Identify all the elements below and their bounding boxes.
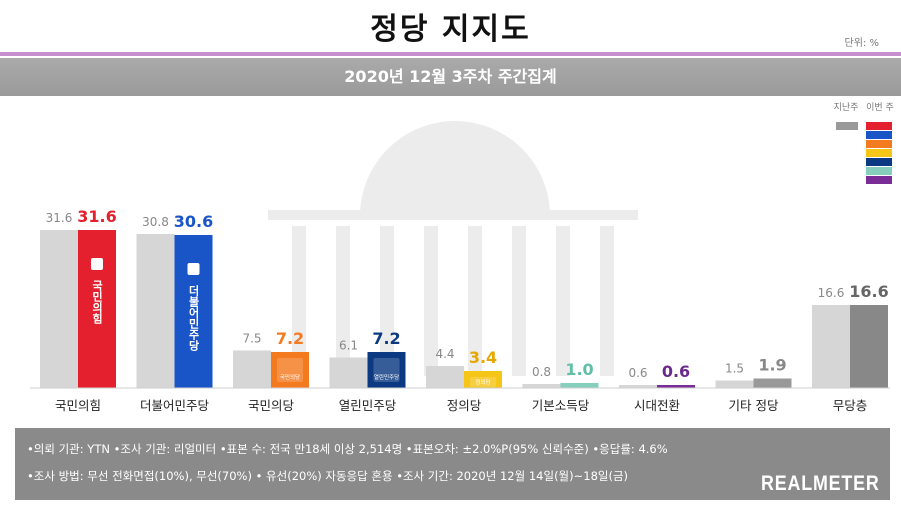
watermark-roof bbox=[268, 210, 638, 220]
watermark-column bbox=[292, 226, 306, 376]
value-label-current: 1.9 bbox=[758, 356, 786, 375]
value-label-prev: 1.5 bbox=[725, 362, 744, 376]
value-label-current: 31.6 bbox=[77, 207, 116, 226]
category-label: 정의당 bbox=[447, 398, 482, 413]
chart-title: 정당 지지도 bbox=[370, 12, 531, 47]
category-label: 기본소득당 bbox=[532, 398, 590, 413]
bar-current bbox=[78, 230, 116, 388]
legend-curr-swatch bbox=[866, 122, 892, 130]
watermark-column bbox=[424, 226, 438, 376]
party-logo-text: 더불어민주당 bbox=[187, 284, 200, 352]
legend-curr-swatch bbox=[866, 158, 892, 166]
bar-prev bbox=[426, 366, 464, 388]
bar-current bbox=[271, 352, 309, 388]
realmeter-logo: REALMETER bbox=[761, 472, 880, 495]
value-label-prev: 30.8 bbox=[142, 215, 169, 229]
bar-current bbox=[850, 305, 888, 388]
party-logo-mark bbox=[187, 263, 200, 275]
legend-curr-swatch bbox=[866, 149, 892, 157]
bar-prev bbox=[812, 305, 850, 388]
party-logo-badge bbox=[470, 377, 496, 387]
value-label-current: 30.6 bbox=[174, 212, 213, 231]
survey-info-footer: •의뢰 기관: YTN •조사 기관: 리얼미터 •표본 수: 전국 만18세 … bbox=[15, 428, 890, 500]
legend-curr-swatch bbox=[866, 176, 892, 184]
legend-prev-label: 지난주 bbox=[834, 102, 859, 113]
subtitle-bar: 2020년 12월 3주차 주간집계 bbox=[0, 58, 901, 96]
value-label-prev: 6.1 bbox=[339, 339, 358, 353]
category-label: 국민의힘 bbox=[55, 398, 101, 413]
bar-current bbox=[753, 378, 792, 388]
value-label-prev: 31.6 bbox=[46, 211, 73, 225]
watermark-column bbox=[512, 226, 526, 376]
watermark-column bbox=[380, 226, 394, 376]
watermark-column bbox=[600, 226, 614, 376]
value-label-prev: 0.6 bbox=[628, 366, 647, 380]
legend-curr-label: 이번 주 bbox=[866, 102, 894, 113]
legend-prev-swatch bbox=[836, 122, 858, 130]
bar-current bbox=[657, 385, 695, 388]
bar-current bbox=[464, 371, 502, 388]
bar-prev bbox=[522, 384, 561, 388]
category-label: 시대전환 bbox=[634, 398, 681, 413]
party-logo-text: 국민의당 bbox=[280, 373, 300, 381]
party-logo-badge bbox=[373, 358, 400, 382]
value-label-current: 3.4 bbox=[469, 348, 497, 367]
bar-prev bbox=[619, 385, 657, 388]
watermark-column bbox=[468, 226, 482, 376]
survey-info-line-2: •조사 방법: 무선 전화면접(10%), 무선(70%) • 유선(20%) … bbox=[27, 469, 629, 483]
category-label: 국민의당 bbox=[248, 398, 295, 413]
category-label: 열린민주당 bbox=[339, 398, 397, 413]
bar-current bbox=[174, 235, 213, 388]
party-logo-badge bbox=[277, 358, 303, 382]
bar-prev bbox=[233, 350, 271, 388]
party-logo-text: 국민의힘 bbox=[91, 280, 104, 324]
bar-prev bbox=[329, 357, 368, 388]
category-label: 기타 정당 bbox=[729, 398, 779, 413]
unit-label: 단위: % bbox=[844, 38, 879, 49]
value-label-prev: 7.5 bbox=[242, 332, 261, 346]
accent-line bbox=[0, 52, 901, 56]
watermark-dome bbox=[360, 121, 550, 216]
bar-prev bbox=[136, 234, 175, 388]
value-label-current: 1.0 bbox=[565, 360, 593, 379]
legend-curr-swatch bbox=[866, 140, 892, 148]
watermark-column bbox=[556, 226, 570, 376]
assembly-watermark bbox=[268, 121, 638, 376]
survey-info-line-1: •의뢰 기관: YTN •조사 기관: 리얼미터 •표본 수: 전국 만18세 … bbox=[27, 442, 668, 456]
value-label-prev: 0.8 bbox=[532, 365, 551, 379]
legend-curr-swatch bbox=[866, 131, 892, 139]
value-label-current: 7.2 bbox=[276, 329, 304, 348]
bar-prev bbox=[40, 230, 78, 388]
chart-subtitle: 2020년 12월 3주차 주간집계 bbox=[344, 67, 557, 86]
category-label: 더불어민주당 bbox=[140, 398, 210, 413]
legend-curr-swatch bbox=[866, 167, 892, 175]
category-label: 무당층 bbox=[833, 398, 868, 413]
legend: 지난주 이번 주 bbox=[834, 102, 894, 184]
value-label-current: 7.2 bbox=[372, 329, 400, 348]
bar-current bbox=[560, 383, 599, 388]
bar-current bbox=[367, 352, 406, 388]
party-logo-text: 정의당 bbox=[475, 379, 490, 386]
value-label-prev: 16.6 bbox=[818, 286, 845, 300]
watermark-column bbox=[336, 226, 350, 376]
value-label-current: 0.6 bbox=[662, 362, 690, 381]
value-label-current: 16.6 bbox=[849, 282, 888, 301]
value-label-prev: 4.4 bbox=[435, 347, 454, 361]
bar-prev bbox=[715, 380, 754, 388]
party-logo-text: 열린민주당 bbox=[374, 373, 399, 381]
party-logo-mark bbox=[91, 258, 103, 270]
